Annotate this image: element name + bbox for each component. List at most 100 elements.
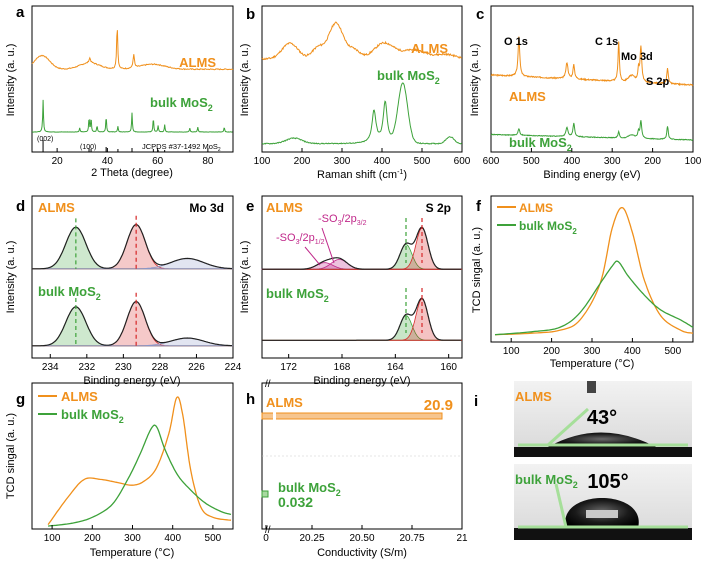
panel-a-alms-curve	[31, 30, 234, 71]
photo-alms-needle	[587, 381, 596, 393]
panel-f-ylabel: TCD singal (a. u.)	[471, 227, 483, 313]
panel-h-tick-label-4: 21	[456, 533, 468, 544]
panel-d-alms-envelope	[32, 223, 233, 270]
panel-d-alms-label: ALMS	[38, 200, 75, 215]
panel-d-bulk-envelope	[32, 300, 233, 347]
panel-b-xlabel: Raman shift (cm-1)	[317, 169, 407, 181]
panel-h-bars	[261, 410, 443, 498]
panel-c-c1s-label: C 1s	[595, 36, 618, 48]
panel-d-ylabel: Intensity (a. u.)	[5, 241, 17, 314]
panel-d-tick-label-2: 230	[115, 362, 132, 373]
panel-d-tick-label-1: 232	[78, 362, 95, 373]
panel-a-100-label: (100)	[80, 144, 96, 151]
panel-letter-c: c	[476, 6, 484, 23]
panel-a-frame	[31, 5, 234, 153]
panel-g-ticks: 100 200 300 400 500	[44, 525, 222, 544]
panel-d-xlabel: Binding energy (eV)	[83, 375, 180, 387]
panel-h-alms-value: 20.9	[424, 397, 453, 414]
panel-g-curves	[47, 396, 232, 527]
panel-c-o1s-label: O 1s	[504, 36, 528, 48]
photo-alms-label: ALMS	[515, 389, 552, 404]
pg-tick-label-2: 300	[124, 533, 141, 544]
panel-e-alms-label: ALMS	[266, 200, 303, 215]
panel-f-legend-alms: ALMS	[519, 201, 553, 215]
panel-b-tick-label-5: 600	[454, 156, 471, 167]
photo-alms-substrate	[514, 447, 692, 457]
panel-g-frame	[31, 382, 234, 530]
panel-c-tick-label-1: 500	[523, 156, 540, 167]
panel-letter-i: i	[474, 393, 478, 410]
panel-e-bulk-component-1	[262, 298, 463, 341]
panel-b-frame	[261, 5, 463, 153]
panel-g-xlabel: Temperature (°C)	[90, 547, 174, 559]
panel-d-tick-label-0: 234	[42, 362, 59, 373]
panel-letter-e: e	[246, 198, 254, 215]
panel-c-ylabel: Intensity (a. u.)	[469, 44, 481, 117]
pg-tick-label-3: 400	[164, 533, 181, 544]
panel-e-ylabel: Intensity (a. u.)	[239, 241, 251, 314]
photo-alms: ALMS 43°	[514, 381, 692, 457]
panel-a-ylabel: Intensity (a. u.)	[5, 44, 17, 117]
panel-c-alms-label: ALMS	[509, 89, 546, 104]
panel-letter-b: b	[246, 6, 255, 23]
panel-d-bulk-label: bulk MoS2	[38, 284, 101, 302]
panel-h-tick-label-1: 20.25	[299, 533, 324, 544]
panel-e-so3-arrow-1	[321, 227, 335, 264]
panel-a-bulk-label: bulk MoS2	[150, 95, 213, 113]
panel-e-alms-envelope	[262, 226, 462, 270]
panel-f-ticks: 100 200 300 400 500	[503, 338, 682, 357]
photo-alms-droplet	[548, 432, 656, 447]
panel-e-tick-label-3: 160	[440, 362, 457, 373]
panel-e-xlabel: Binding energy (eV)	[313, 375, 410, 387]
panel-e-tick-label-0: 172	[280, 362, 297, 373]
panel-f-curves	[494, 207, 694, 336]
panel-b-alms-label: ALMS	[411, 41, 448, 56]
panel-h-bar-bulk	[261, 490, 269, 498]
panel-a-tick-label-2: 60	[152, 156, 164, 167]
panel-g-legend-bulk: bulk MoS2	[61, 407, 124, 425]
panel-g-ylabel: TCD singal (a. u.)	[5, 413, 17, 499]
panel-e-so3-32-label: -SO3/2p3/2	[318, 213, 367, 227]
panel-a-tick-label-3: 80	[202, 156, 214, 167]
pg-tick-label-0: 100	[44, 533, 61, 544]
panel-f-xlabel: Temperature (°C)	[550, 358, 634, 370]
panel-a-tick-label-1: 40	[102, 156, 114, 167]
pf-tick-label-4: 500	[664, 346, 681, 357]
panel-e-tick-label-2: 164	[387, 362, 404, 373]
panel-c-tick-label-4: 200	[644, 156, 661, 167]
panel-c-mo3d-label: Mo 3d	[621, 51, 653, 63]
panel-a-bulk-curve	[32, 99, 233, 133]
panel-b-raman: b 100 200 300 400 500 600 Raman shift (cm-1) …	[239, 5, 471, 181]
panel-a-alms-label: ALMS	[179, 55, 216, 70]
panel-d-mo3d: d 234 232 230 228 226 224 Binding energy (eV)…	[5, 195, 242, 387]
panel-h-tick-label-3: 20.75	[399, 533, 424, 544]
panel-letter-a: a	[16, 4, 25, 21]
photo-alms-tangent	[546, 407, 590, 447]
panel-h-ticks: ////0 20.25 20.50 20.75 21	[263, 379, 468, 544]
panel-e-tick-label-1: 168	[334, 362, 351, 373]
panel-a-jcpds-label: JCPDS #37-1492 MoS2	[142, 142, 221, 153]
panel-b-tick-label-1: 200	[294, 156, 311, 167]
panel-e-ticks: 172 168 164 160	[280, 354, 457, 373]
pf-tick-label-0: 100	[503, 346, 520, 357]
panel-h-bulk-label: bulk MoS2	[278, 480, 341, 498]
panel-b-tick-label-0: 100	[254, 156, 271, 167]
panel-d-tick-label-5: 224	[225, 362, 242, 373]
photo-bulk-tangent	[554, 483, 568, 528]
panel-b-tick-label-3: 400	[374, 156, 391, 167]
panel-a-xrd: a 20 40 60 80 2 Theta (degree) Intensity (a…	[5, 4, 234, 179]
pf-tick-label-3: 400	[624, 346, 641, 357]
photo-bulk-angle: 105°	[587, 471, 628, 493]
panel-h-conductivity: h ////0 20.25 20.50 20.75 21 Conductivity (S…	[246, 379, 468, 559]
pf-tick-label-2: 300	[584, 346, 601, 357]
photo-bulk: bulk MoS2 105°	[514, 464, 692, 540]
panel-a-tick-label-0: 20	[52, 156, 64, 167]
photo-bulk-reflection	[586, 510, 618, 518]
panel-b-alms-curve	[261, 21, 462, 61]
photo-alms-angle: 43°	[587, 407, 617, 429]
panel-b-ylabel: Intensity (a. u.)	[239, 44, 251, 117]
panel-b-curves	[261, 21, 463, 145]
panel-h-bulk-value: 0.032	[278, 494, 313, 510]
panel-d-curves	[32, 215, 234, 347]
panel-f-tpd: f 100 200 300 400 500 Temperature (°C) TCD s…	[471, 195, 694, 370]
